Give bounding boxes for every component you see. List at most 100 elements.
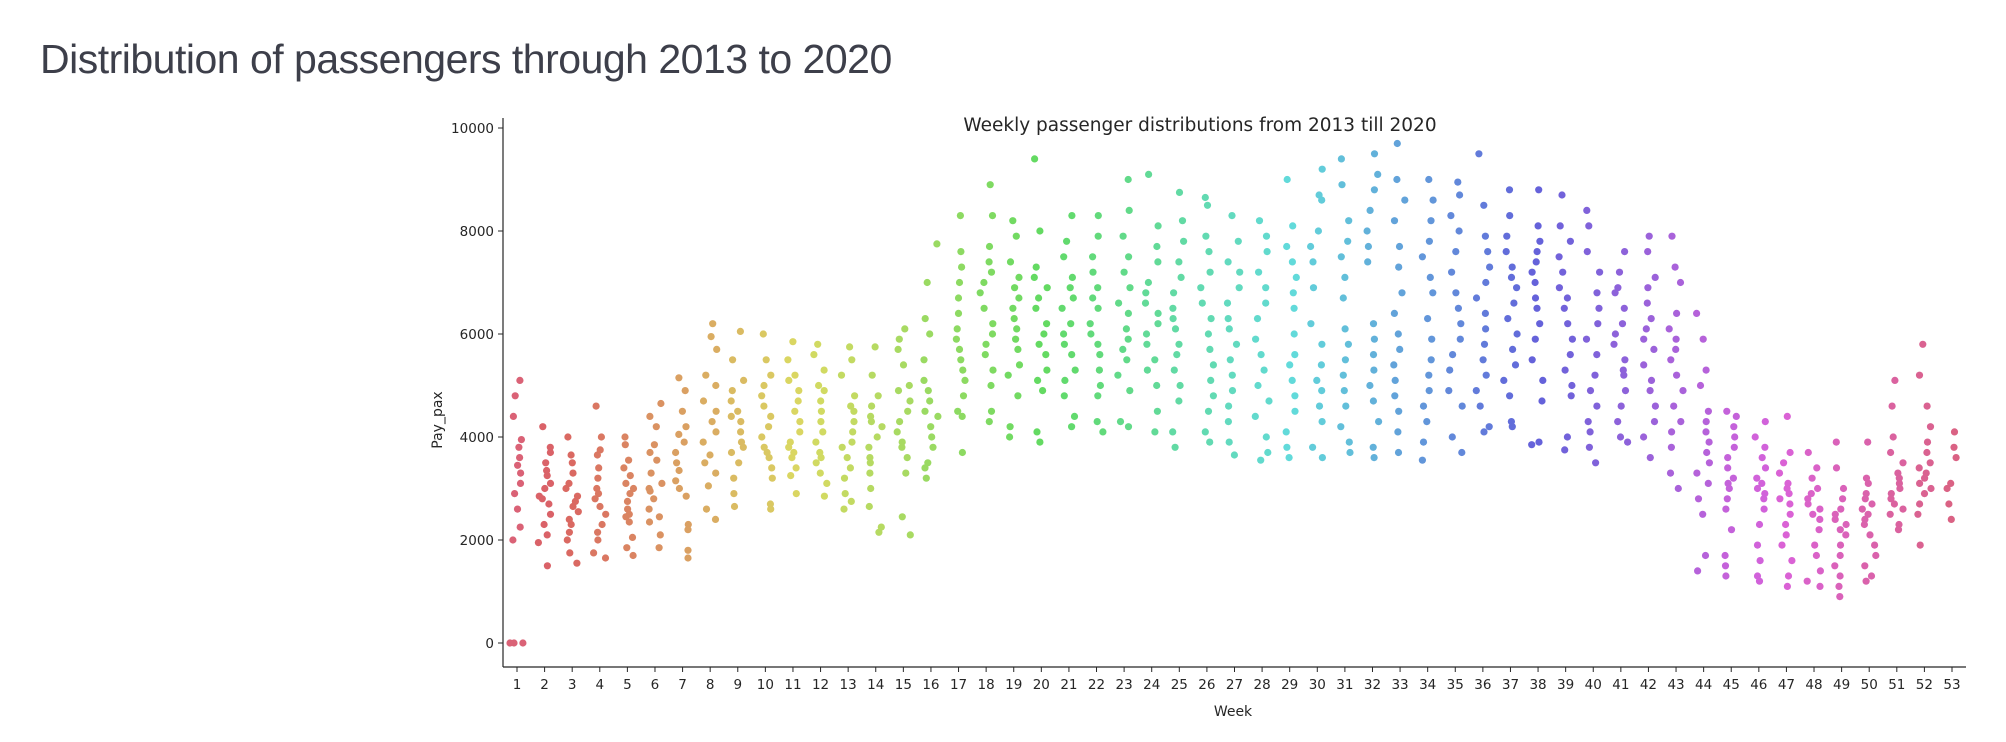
data-point (1204, 330, 1212, 338)
data-point (593, 484, 601, 493)
data-point (1485, 423, 1493, 431)
data-point (958, 448, 967, 457)
data-point (1721, 562, 1730, 570)
data-point (1169, 304, 1177, 312)
data-point (841, 490, 849, 498)
data-point (1555, 284, 1563, 292)
data-point (934, 412, 942, 420)
data-point (625, 518, 633, 526)
data-point (1864, 438, 1872, 446)
data-point (1812, 551, 1820, 560)
data-point (1339, 294, 1347, 302)
data-point (837, 371, 846, 379)
data-point (846, 464, 855, 472)
data-point (1225, 325, 1233, 333)
data-point (1611, 330, 1619, 338)
data-point (1288, 258, 1296, 266)
data-point (767, 412, 775, 420)
data-point (1060, 340, 1068, 348)
data-point (1482, 278, 1490, 287)
data-point (1507, 418, 1515, 426)
data-point (894, 345, 902, 353)
data-point (1610, 340, 1618, 348)
data-point (1842, 531, 1850, 539)
data-point (565, 479, 573, 487)
x-tick-label: 31 (1336, 677, 1353, 693)
data-point (985, 258, 993, 266)
data-point (1313, 376, 1321, 384)
data-point (1253, 315, 1262, 323)
data-point (712, 381, 720, 390)
data-point (786, 438, 794, 446)
data-point (1201, 428, 1209, 436)
data-point (1505, 186, 1514, 194)
data-point (899, 361, 908, 369)
data-point (1947, 515, 1955, 524)
data-point (1694, 567, 1702, 575)
data-point (655, 544, 663, 552)
data-point (1732, 412, 1740, 420)
x-tick-label: 18 (978, 677, 995, 693)
data-point (1307, 242, 1315, 251)
data-point (1060, 392, 1068, 400)
data-point (1369, 351, 1378, 359)
data-point (1586, 428, 1594, 436)
data-point (958, 263, 966, 271)
data-point (1753, 484, 1762, 493)
data-point (1006, 433, 1014, 441)
data-point (596, 502, 604, 511)
data-point (985, 242, 994, 251)
x-tick-label: 34 (1419, 677, 1436, 693)
data-point (656, 531, 664, 539)
x-tick-label: 50 (1861, 677, 1878, 693)
data-point (868, 402, 876, 410)
data-point (1197, 284, 1205, 292)
data-point (1292, 273, 1300, 281)
data-point (1265, 397, 1273, 405)
data-point (708, 418, 716, 426)
data-point (1425, 371, 1433, 379)
data-point (646, 448, 654, 457)
data-point (1693, 469, 1701, 477)
data-point (1043, 366, 1051, 374)
data-point (1125, 253, 1133, 261)
data-point (989, 320, 997, 328)
data-point (1899, 459, 1907, 467)
data-point (516, 523, 524, 531)
data-point (1503, 232, 1511, 240)
data-point (1832, 438, 1840, 446)
data-point (1559, 268, 1567, 276)
data-point (1666, 469, 1675, 477)
data-point (1556, 222, 1564, 230)
data-point (765, 423, 773, 431)
data-point (1816, 567, 1824, 575)
data-point (1119, 345, 1127, 353)
data-point (658, 479, 666, 487)
data-point (1701, 551, 1710, 560)
data-point (787, 472, 795, 480)
data-point (542, 459, 550, 467)
data-point (1836, 593, 1844, 601)
data-point (796, 418, 804, 426)
data-point (565, 528, 574, 536)
x-tick-label: 42 (1640, 677, 1657, 693)
data-point (1364, 258, 1372, 266)
data-point (1370, 454, 1378, 462)
data-point (1423, 418, 1431, 426)
data-point (982, 340, 990, 348)
data-point (1920, 490, 1929, 498)
data-point (1315, 191, 1323, 199)
data-point (1868, 500, 1876, 508)
data-point (546, 479, 555, 487)
data-point (1555, 253, 1563, 261)
data-point (1761, 418, 1769, 426)
data-point (1141, 299, 1150, 307)
data-point (902, 469, 910, 477)
data-point (1012, 335, 1020, 343)
y-tick-label: 6000 (460, 327, 494, 343)
data-point (1509, 345, 1517, 353)
data-point (1758, 479, 1766, 487)
x-tick-label: 20 (1033, 677, 1050, 693)
data-point (1650, 345, 1658, 353)
x-tick-label: 23 (1116, 677, 1133, 693)
